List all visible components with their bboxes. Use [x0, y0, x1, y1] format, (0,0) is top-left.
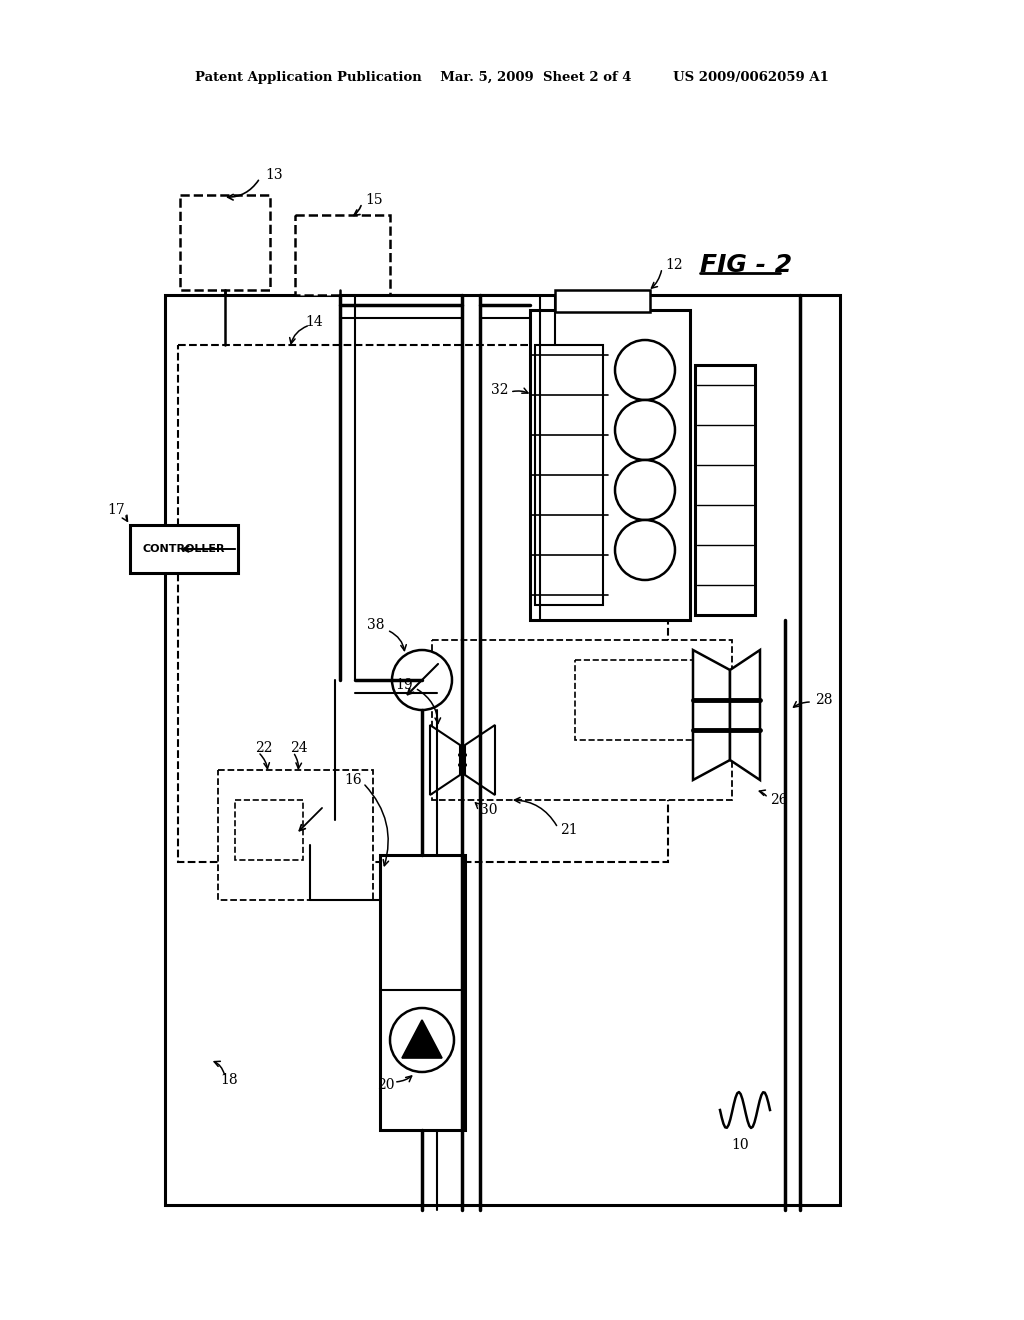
Text: 10: 10	[731, 1138, 749, 1152]
Polygon shape	[402, 1020, 442, 1059]
Text: 17: 17	[108, 503, 125, 517]
Polygon shape	[730, 649, 760, 780]
Text: CONTROLLER: CONTROLLER	[142, 544, 225, 554]
Text: 15: 15	[365, 193, 383, 207]
Text: 16: 16	[344, 774, 362, 787]
Bar	[295, 215, 390, 294]
Text: 20: 20	[378, 1078, 395, 1092]
Text: 24: 24	[290, 741, 307, 755]
Text: 19: 19	[395, 678, 413, 692]
Bar	[575, 660, 695, 741]
Bar	[432, 640, 732, 800]
Bar	[165, 294, 840, 1205]
Bar	[218, 770, 373, 900]
Circle shape	[285, 795, 335, 845]
Bar	[695, 366, 755, 615]
Bar	[530, 310, 690, 620]
Polygon shape	[465, 725, 495, 795]
Bar	[130, 525, 238, 573]
Text: 14: 14	[305, 315, 323, 329]
Text: 12: 12	[665, 257, 683, 272]
Text: 13: 13	[265, 168, 283, 182]
Text: FIG - 2: FIG - 2	[700, 253, 793, 277]
Bar	[234, 800, 303, 861]
Bar	[180, 195, 270, 290]
Bar	[535, 345, 603, 605]
Text: 22: 22	[255, 741, 272, 755]
Text: 28: 28	[815, 693, 833, 708]
Bar	[178, 345, 668, 862]
Bar	[380, 855, 465, 1130]
Bar	[555, 290, 650, 312]
Circle shape	[615, 341, 675, 400]
Text: 32: 32	[490, 383, 508, 397]
Circle shape	[615, 520, 675, 579]
Text: 21: 21	[560, 822, 578, 837]
Polygon shape	[693, 649, 730, 780]
Circle shape	[615, 400, 675, 459]
Circle shape	[392, 649, 452, 710]
Text: 18: 18	[220, 1073, 238, 1086]
Polygon shape	[430, 725, 460, 795]
Circle shape	[615, 459, 675, 520]
Text: 30: 30	[480, 803, 498, 817]
Text: 38: 38	[368, 618, 385, 632]
Text: Patent Application Publication    Mar. 5, 2009  Sheet 2 of 4         US 2009/006: Patent Application Publication Mar. 5, 2…	[195, 71, 829, 84]
Text: 26: 26	[770, 793, 787, 807]
Circle shape	[390, 1008, 454, 1072]
